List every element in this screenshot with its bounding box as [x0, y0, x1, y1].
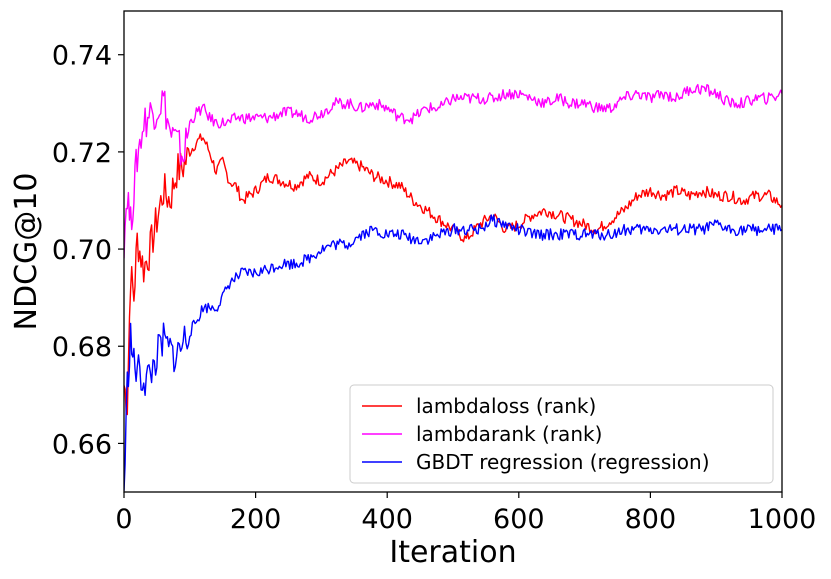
- x-tick-label: 1000: [748, 504, 817, 535]
- series-line-1: [124, 133, 782, 416]
- legend-box: [349, 384, 774, 484]
- legend: lambdaloss (rank) lambdarank (rank) GBDT r…: [349, 384, 774, 484]
- legend-label-2: lambdarank (rank): [416, 422, 602, 446]
- y-tick-label: 0.70: [52, 235, 112, 266]
- y-axis-label: NDCG@10: [9, 173, 44, 331]
- plot-frame: [123, 10, 783, 493]
- axes-layer: 0 200 400 600 800 1000 0.66 0.68 0.70 0.72 0.74: [52, 41, 816, 535]
- x-tick-label: 600: [493, 504, 545, 535]
- legend-label-3: GBDT regression (regression): [416, 450, 710, 474]
- y-tick-label: 0.72: [52, 138, 112, 169]
- x-tick-label: 800: [625, 504, 677, 535]
- x-tick-label: 400: [361, 504, 413, 535]
- y-tick-label: 0.74: [52, 41, 112, 72]
- series-layer: [124, 83, 782, 491]
- legend-label-1: lambdaloss (rank): [416, 394, 596, 418]
- series-line-2: [124, 83, 782, 259]
- y-tick-label: 0.68: [52, 332, 112, 363]
- series-line-3: [124, 214, 782, 491]
- x-tick-label: 200: [230, 504, 282, 535]
- x-tick-label: 0: [115, 504, 132, 535]
- x-axis-label: Iteration: [389, 535, 516, 570]
- y-tick-label: 0.66: [52, 429, 112, 460]
